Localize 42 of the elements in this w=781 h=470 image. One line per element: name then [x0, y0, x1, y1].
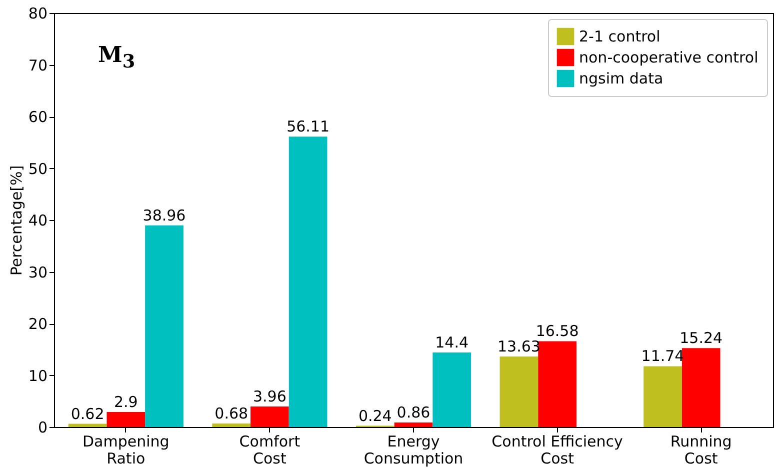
bar: [212, 423, 251, 427]
y-tick-label: 0: [38, 418, 48, 436]
data-label: 0.86: [396, 404, 430, 422]
bar: [500, 356, 538, 427]
bar: [682, 348, 720, 427]
data-label: 0.62: [70, 404, 104, 423]
y-tick-label: 80: [28, 4, 48, 22]
bar: [288, 136, 328, 427]
data-label: 3.96: [252, 388, 286, 406]
data-label: 15.24: [680, 329, 723, 348]
y-tick-label: 10: [28, 366, 48, 385]
x-tick-label: Dampening Ratio: [82, 432, 170, 468]
bar: [106, 412, 146, 427]
data-label: 16.58: [536, 322, 579, 340]
data-label: 0.68: [214, 404, 248, 422]
bar: [394, 422, 433, 427]
x-tick-label: Running Cost: [670, 432, 732, 468]
x-tick-label: Energy Consumption: [364, 432, 464, 468]
data-label: 2.9: [114, 392, 138, 411]
x-tick-label: Control Efficiency Cost: [492, 432, 624, 468]
y-tick-label: 60: [28, 108, 48, 126]
legend-label: 2-1 control: [579, 28, 660, 46]
bar: [538, 341, 576, 427]
y-tick-label: 40: [28, 212, 48, 230]
bar: [432, 352, 472, 427]
y-tick-label: 50: [28, 160, 48, 178]
legend-label: non-cooperative control: [579, 48, 758, 66]
y-tick-label: 20: [28, 315, 48, 333]
data-label: 56.11: [286, 118, 330, 136]
y-tick-label: 30: [28, 263, 48, 282]
data-label: 14.4: [435, 333, 469, 352]
x-tick-label: Comfort Cost: [239, 432, 300, 468]
data-label: 0.24: [358, 406, 392, 425]
bar: [68, 424, 107, 427]
annotation: M$_{3}$: [98, 42, 136, 72]
bar: [644, 366, 682, 427]
bar: [145, 225, 184, 427]
legend-label: ngsim data: [579, 70, 664, 88]
data-label: 38.96: [142, 206, 186, 224]
y-axis-title: Percentage[%]: [7, 165, 26, 276]
y-tick-label: 70: [28, 56, 48, 74]
bar: [250, 406, 289, 427]
